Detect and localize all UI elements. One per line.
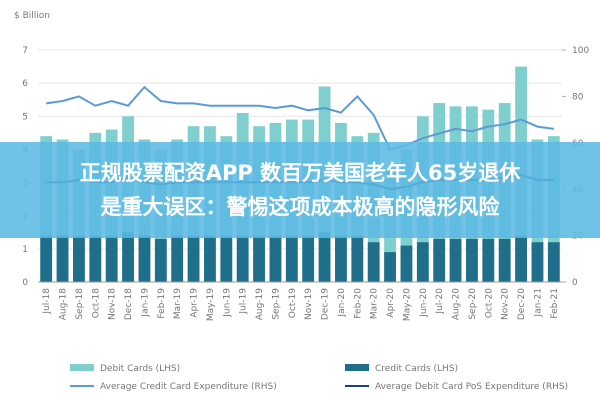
bar (351, 235, 364, 282)
y-tick-label: 1 (22, 245, 28, 255)
bar (187, 235, 200, 282)
y-tick-label: 0 (22, 278, 28, 288)
x-tick-label: Sep-20 (468, 288, 478, 320)
x-tick-label: Jul-18 (42, 288, 52, 315)
legend-swatch (345, 364, 369, 371)
bar (547, 242, 560, 282)
x-tick-label: Mar-19 (173, 288, 183, 319)
x-tick-label: Nov-19 (304, 288, 314, 320)
x-tick-label: Feb-21 (550, 288, 560, 319)
x-tick-label: Oct-19 (288, 288, 298, 319)
x-tick-label: Oct-20 (484, 288, 494, 319)
legend-label: Average Credit Card Expenditure (RHS) (100, 382, 277, 392)
x-tick-label: May-20 (402, 288, 412, 321)
bar (416, 242, 429, 282)
y-tick-label: 6 (22, 79, 28, 89)
bar (122, 232, 134, 282)
x-tick-label: Dec-20 (517, 288, 527, 320)
y2-tick-label: 100 (572, 46, 589, 56)
bar (400, 245, 413, 282)
bar (236, 235, 249, 282)
x-tick-label: May-19 (206, 288, 216, 321)
bar (285, 235, 298, 282)
x-tick-label: Feb-19 (157, 288, 167, 319)
y2-tick-label: 0 (572, 278, 578, 288)
banner-line: 是重大误区：警惕这项成本极高的隐形风险 (100, 195, 500, 219)
x-tick-label: Aug-19 (255, 288, 265, 321)
legend-label: Credit Cards (LHS) (375, 364, 458, 374)
bar (171, 235, 184, 282)
x-tick-label: Jul-20 (435, 288, 445, 315)
x-tick-label: Jun-20 (419, 288, 429, 318)
x-tick-label: Sep-19 (271, 288, 281, 320)
bar (138, 235, 151, 282)
bar (73, 235, 85, 282)
bar (105, 235, 118, 282)
bar (367, 242, 380, 282)
x-tick-label: Jul-19 (239, 288, 249, 315)
bar (269, 235, 282, 282)
legend-label: Debit Cards (LHS) (100, 364, 180, 374)
x-tick-label: Dec-18 (124, 288, 134, 320)
x-tick-label: Feb-20 (353, 288, 363, 319)
x-tick-label: Apr-20 (386, 288, 396, 318)
bar (302, 235, 315, 282)
y-tick-label: 5 (22, 112, 28, 122)
bar (498, 238, 511, 282)
x-tick-label: Jun-19 (222, 288, 232, 318)
bar (515, 235, 527, 282)
x-tick-label: Nov-20 (501, 288, 511, 320)
legend-swatch (70, 364, 94, 371)
bar (89, 235, 102, 282)
y-tick-label: 7 (22, 46, 28, 56)
banner-line: 正规股票配资APP 数百万美国老年人65岁退休 (79, 161, 521, 185)
bar (466, 238, 478, 282)
y2-tick-label: 80 (572, 92, 584, 102)
bar (56, 235, 69, 282)
x-tick-label: Jan-21 (533, 288, 543, 318)
x-tick-label: Dec-19 (321, 288, 331, 320)
legend-label: Average Debit Card PoS Expenditure (RHS) (375, 382, 568, 392)
x-tick-label: Oct-18 (91, 288, 101, 319)
bar (482, 238, 495, 282)
bar (253, 235, 265, 282)
bar (204, 235, 216, 282)
x-tick-label: Jan-19 (140, 288, 150, 318)
x-tick-label: Apr-19 (190, 288, 200, 318)
line (46, 85, 554, 151)
bar (531, 242, 544, 282)
x-tick-label: Aug-20 (452, 288, 462, 321)
y-axis-label: $ Billion (14, 11, 50, 21)
x-tick-label: Aug-18 (59, 288, 69, 321)
bar (318, 232, 331, 282)
overlay-banner: 正规股票配资APP 数百万美国老年人65岁退休 是重大误区：警惕这项成本极高的隐… (0, 142, 600, 238)
bar (433, 238, 446, 282)
bar (449, 238, 462, 282)
bar (220, 235, 233, 282)
x-tick-label: Mar-20 (370, 288, 380, 319)
bar (335, 235, 347, 282)
bar (154, 238, 167, 282)
x-tick-label: Jan-20 (337, 288, 347, 318)
bar (40, 235, 53, 282)
x-tick-label: Sep-18 (75, 288, 85, 320)
bar (384, 252, 396, 282)
x-tick-label: Nov-18 (108, 288, 118, 320)
